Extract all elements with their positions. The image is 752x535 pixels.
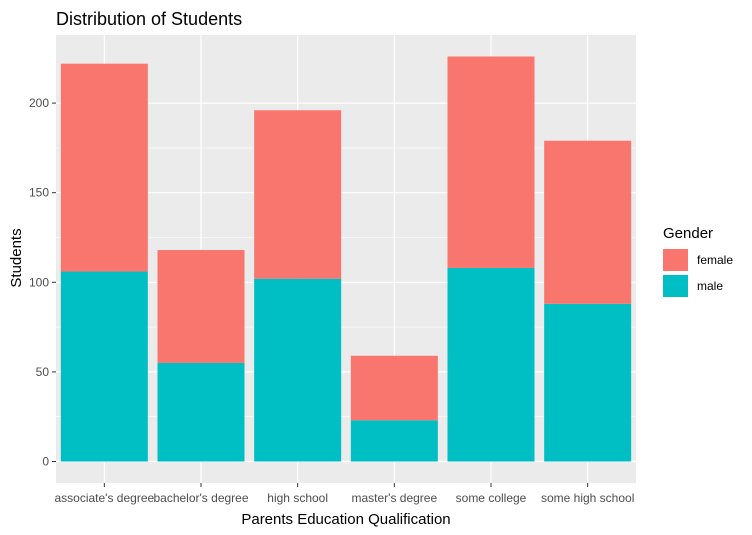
legend-title: Gender [663, 225, 713, 242]
legend: Gender female male [663, 225, 733, 297]
x-tick-label: master's degree [351, 491, 437, 505]
bar-male [350, 420, 438, 462]
x-tick-label: bachelor's degree [153, 491, 248, 505]
bar-female [60, 63, 148, 272]
legend-label-female: female [697, 253, 733, 267]
legend-label-male: male [697, 279, 723, 293]
x-tick-label: high school [267, 491, 328, 505]
y-axis: 0 50 100 150 200 [29, 96, 56, 468]
y-tick-label: 200 [29, 96, 49, 110]
bar-female [447, 56, 535, 268]
bars [60, 56, 632, 462]
bar-male [60, 271, 148, 462]
bar-female [544, 140, 632, 304]
bar-male [447, 267, 535, 462]
x-tick-label: associate's degree [54, 491, 154, 505]
bar-female [157, 250, 245, 363]
x-axis-title: Parents Education Qualification [241, 511, 450, 528]
bar-female [350, 355, 438, 421]
legend-key-male [663, 275, 688, 297]
x-tick-label: some college [456, 491, 527, 505]
bar-male [254, 278, 342, 462]
chart-title: Distribution of Students [56, 9, 242, 29]
y-tick-label: 50 [36, 365, 50, 379]
x-axis: associate's degree bachelor's degree high … [54, 483, 634, 505]
bar-male [544, 303, 632, 462]
legend-key-female [663, 249, 688, 271]
y-axis-title: Students [8, 228, 25, 287]
x-tick-label: some high school [541, 491, 634, 505]
plot-panel [56, 35, 636, 483]
y-tick-label: 150 [29, 186, 49, 200]
bar-female [254, 110, 342, 279]
bar-male [157, 362, 245, 462]
y-tick-label: 0 [42, 454, 49, 468]
y-tick-label: 100 [29, 275, 49, 289]
